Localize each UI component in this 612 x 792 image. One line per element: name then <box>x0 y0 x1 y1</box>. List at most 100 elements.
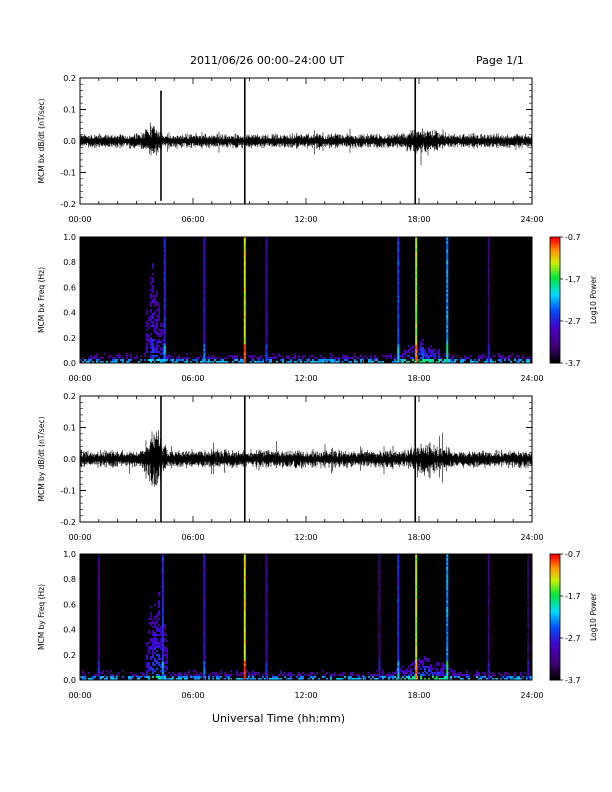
broadband-line-segment <box>378 667 381 670</box>
broadband-line-segment <box>397 667 400 670</box>
spectrogram-cell <box>162 361 164 363</box>
spectrogram-cell <box>236 355 238 357</box>
spectrogram-cell <box>194 678 196 680</box>
spectrogram-cell <box>154 355 156 357</box>
broadband-line-segment <box>415 568 418 572</box>
broadband-line-segment <box>265 673 268 677</box>
spectrogram-cell <box>190 676 192 678</box>
spectrogram-cell <box>236 670 238 672</box>
plot-frame <box>79 236 533 364</box>
spectrogram-cell <box>430 668 432 670</box>
broadband-line-segment <box>203 306 206 309</box>
spectrogram-cell <box>330 674 332 676</box>
spectrogram-cell <box>156 654 158 656</box>
broadband-line-segment <box>265 287 268 290</box>
spectrogram-cell <box>126 361 128 363</box>
broadband-line-segment <box>161 621 164 624</box>
spectrogram-cell <box>492 678 494 680</box>
spectrogram-cell <box>500 361 502 363</box>
broadband-line-segment <box>265 327 268 330</box>
spectrogram-cell <box>208 359 210 361</box>
spectrogram-cell <box>152 345 154 347</box>
broadband-line-segment <box>265 596 268 599</box>
spectrogram-cell <box>164 624 166 626</box>
spectrogram-cell <box>364 676 366 678</box>
spectrogram-cell <box>352 674 354 676</box>
spectrogram-cell <box>404 674 406 676</box>
broadband-line <box>203 237 206 364</box>
spectrogram-cell <box>422 674 424 676</box>
spectrogram-cell <box>298 672 300 674</box>
broadband-line-segment <box>203 310 206 313</box>
broadband-line-segment <box>527 665 530 668</box>
spectrogram-cell <box>424 678 426 680</box>
spectrogram-cell <box>338 674 340 676</box>
broadband-line-segment <box>415 675 418 679</box>
broadband-line-segment <box>487 274 490 278</box>
spectrogram-cell <box>274 678 276 680</box>
spectrogram-cell <box>384 676 386 678</box>
spectrogram-cell <box>202 359 204 361</box>
broadband-line-segment <box>487 568 490 572</box>
spectrogram-cell <box>512 353 514 355</box>
broadband-line-segment <box>397 266 400 269</box>
spectrogram-cell <box>152 325 154 327</box>
broadband-line-segment <box>265 360 268 364</box>
broadband-line-segment <box>243 629 246 632</box>
broadband-line-segment <box>265 661 268 664</box>
broadband-line-segment <box>203 318 206 322</box>
broadband-line-segment <box>203 358 206 362</box>
spectrogram-cell <box>392 361 394 363</box>
spectrogram-cell <box>410 668 412 670</box>
spectrogram-cell <box>150 359 152 361</box>
spectrogram-cell <box>166 634 168 636</box>
broadband-line-segment <box>487 677 490 681</box>
broadband-line-segment <box>243 302 246 305</box>
broadband-line-segment <box>203 272 206 276</box>
spectrogram-cell <box>288 357 290 359</box>
broadband-line-segment <box>446 575 449 578</box>
spectrogram-cell <box>158 309 160 311</box>
spectrogram-cell <box>298 357 300 359</box>
spectrogram-cell <box>522 676 524 678</box>
spectrogram-cell <box>290 672 292 674</box>
spectrogram-cell <box>146 339 148 341</box>
spectrogram-cells <box>80 592 532 680</box>
broadband-line-segment <box>203 577 206 580</box>
spectrogram-cell <box>152 648 154 650</box>
spectrogram-cell <box>414 353 416 355</box>
spectrogram-cell <box>466 676 468 678</box>
spectrogram-cell <box>382 674 384 676</box>
broadband-line-segment <box>378 587 381 590</box>
broadband-line-segment <box>97 579 100 582</box>
broadband-line-segment <box>527 564 530 567</box>
broadband-line-segment <box>265 564 268 567</box>
broadband-line-segment <box>161 572 164 576</box>
broadband-line-segment <box>163 245 166 248</box>
broadband-line-segment <box>203 677 206 681</box>
spectrogram-cell <box>136 674 138 676</box>
spectrogram-cell <box>120 355 122 357</box>
spectrogram-cell <box>376 674 378 676</box>
broadband-line-segment <box>163 297 166 301</box>
spectrogram-cell <box>230 674 232 676</box>
broadband-line-segment <box>415 312 418 315</box>
broadband-line-segment <box>265 625 268 628</box>
spectrogram-cell <box>196 361 198 363</box>
broadband-line-segment <box>243 314 246 318</box>
broadband-line-segment <box>161 648 164 651</box>
broadband-line-segment <box>487 291 490 294</box>
broadband-line-segment <box>203 356 206 360</box>
broadband-line-segment <box>97 610 100 614</box>
broadband-line-segment <box>415 287 418 290</box>
broadband-line-segment <box>487 604 490 607</box>
broadband-line-segment <box>97 663 100 666</box>
spectrogram-cell <box>444 674 446 676</box>
spectrogram-cell <box>256 672 258 674</box>
broadband-line-segment <box>487 589 490 593</box>
spectrogram-cell <box>414 666 416 668</box>
spectrogram-cell <box>454 361 456 363</box>
colorbar-swatch <box>550 323 560 326</box>
spectrogram-cell <box>444 361 446 363</box>
spectrogram-cell <box>436 670 438 672</box>
